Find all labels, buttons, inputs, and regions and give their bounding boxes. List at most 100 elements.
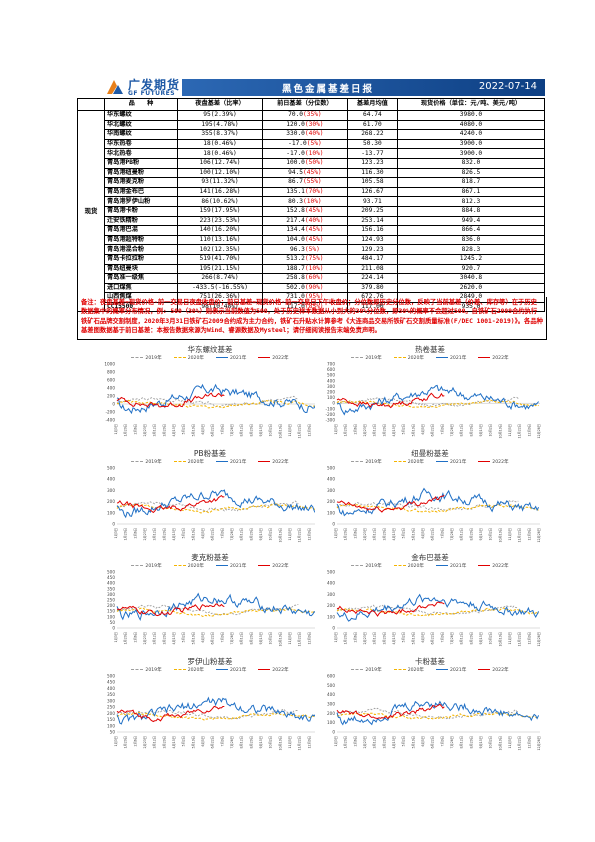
x-tick-label: 9月15日 <box>259 424 263 436</box>
legend-swatch <box>436 357 448 358</box>
y-tick-label: 0 <box>332 626 335 631</box>
chart-legend: 2019年 2020年 2021年 2022年 <box>315 459 545 465</box>
legend-item: 2021年 <box>436 356 466 361</box>
x-tick-label: 1月3日 <box>114 736 118 746</box>
basis-monthly-avg: 50.30 <box>346 138 398 150</box>
legend-label: 2019年 <box>365 668 382 673</box>
y-tick-label: 200 <box>107 603 115 608</box>
basis-monthly-avg: 61.70 <box>346 119 398 131</box>
table-body: 现货 华东螺纹 95(2.39%) 70.0(35%) 64.74 3980.0 华北螺纹 1… <box>77 109 546 313</box>
x-tick-label: 9月15日 <box>259 736 263 748</box>
spot-price: 866.4 <box>396 225 546 236</box>
variety-name: 迁安铁精粉 <box>104 215 178 227</box>
x-tick-label: 5月2日 <box>402 736 406 746</box>
x-tick-label: 5月19日 <box>191 736 195 748</box>
table-header-corner <box>77 98 105 111</box>
prev-basis: 96.3(5%) <box>262 244 348 255</box>
y-tick-label: 400 <box>107 386 115 391</box>
series-line <box>336 499 519 512</box>
spot-price: 4080.0 <box>396 119 546 131</box>
night-basis: 18(0.46%) <box>176 148 264 159</box>
y-tick-label: 250 <box>107 705 115 710</box>
x-tick-label: 2月23日 <box>363 528 367 540</box>
legend-label: 2020年 <box>407 460 424 465</box>
spot-price: 949.4 <box>396 215 546 227</box>
legend-item: 2021年 <box>216 460 246 465</box>
basis-monthly-avg: 484.17 <box>346 253 398 265</box>
variety-name: 青岛纽曼块 <box>104 263 178 275</box>
y-tick-label: 400 <box>107 581 115 586</box>
legend-swatch <box>351 669 364 670</box>
x-tick-label: 8月12日 <box>240 632 244 644</box>
legend-item: 2021年 <box>436 564 466 569</box>
series-line <box>336 601 445 617</box>
legend-label: 2020年 <box>407 668 424 673</box>
y-tick-label: 100 <box>107 723 115 728</box>
legend-item: 2022年 <box>258 564 289 569</box>
table-header-row: 品 种 夜盘基差（比率） 前日基差（分位数） 基差月均值 现货价格（单位：元/吨… <box>77 98 546 111</box>
series-line <box>336 607 539 617</box>
x-tick-label: 5月19日 <box>411 424 415 436</box>
percentile: (45%) <box>304 235 324 243</box>
x-tick-label: 3月12日 <box>373 632 377 644</box>
chart-title: 金布巴基差 <box>411 553 449 562</box>
x-tick-label: 2月23日 <box>363 736 367 748</box>
series-line <box>116 392 225 408</box>
y-tick-label: 400 <box>327 477 335 482</box>
x-tick-label: 7月26日 <box>230 528 234 540</box>
variety-name: 青岛港超特粉 <box>104 234 178 246</box>
y-tick-label: 100 <box>107 510 115 515</box>
x-tick-label: 5月2日 <box>182 424 186 434</box>
percentile: (45%) <box>304 207 324 215</box>
y-tick-label: -300 <box>325 418 335 423</box>
legend-label: 2022年 <box>272 356 289 361</box>
legend-item: 2022年 <box>478 460 509 465</box>
x-tick-label: 2月23日 <box>143 736 147 748</box>
prev-basis: -17.0(5%) <box>262 138 348 150</box>
table-row: 青岛港金布巴 141(16.28%) 135.1(70%) 126.67 867.1 <box>78 186 546 198</box>
spot-price: 884.8 <box>396 205 546 217</box>
legend-label: 2020年 <box>407 356 424 361</box>
x-tick-label: 3月12日 <box>373 424 377 436</box>
legend-swatch <box>131 461 144 462</box>
legend-label: 2021年 <box>450 460 467 465</box>
percentile: (30%) <box>304 120 324 128</box>
spot-price: 3980.0 <box>396 110 546 121</box>
percentile: (40%) <box>304 216 324 224</box>
table-row: 青岛港巴混 140(16.20%) 134.4(45%) 156.16 866.4 <box>78 225 546 236</box>
x-tick-label: 8月29日 <box>249 424 253 436</box>
table-header-night: 夜盘基差（比率） <box>176 98 264 111</box>
series-line <box>116 502 319 514</box>
legend-item: 2022年 <box>258 460 289 465</box>
night-basis: 98(10.48%) <box>176 301 264 313</box>
legend-swatch <box>478 669 491 670</box>
legend-swatch <box>131 565 144 566</box>
series-line <box>336 487 540 517</box>
basis-table: 品 种 夜盘基差（比率） 前日基差（分位数） 基差月均值 现货价格（单位：元/吨… <box>77 98 546 313</box>
x-tick-label: 7月9日 <box>220 528 224 538</box>
spot-price: 3900.0 <box>396 148 546 159</box>
spot-price: 812.3 <box>396 196 546 207</box>
percentile: (10%) <box>304 149 324 157</box>
legend-swatch <box>216 461 228 462</box>
chart-legend: 2019年 2020年 2021年 2022年 <box>315 667 545 673</box>
x-tick-label: 10月19日 <box>498 632 502 647</box>
x-tick-label: 10月19日 <box>278 736 282 751</box>
legend-item: 2019年 <box>131 668 162 673</box>
x-tick-label: 4月15日 <box>392 736 396 748</box>
legend-item: 2019年 <box>131 564 162 569</box>
y-tick-label: 800 <box>107 370 115 375</box>
basis-monthly-avg: 126.67 <box>346 186 398 198</box>
x-tick-label: 5月2日 <box>402 424 406 434</box>
legend-item: 2021年 <box>216 356 246 361</box>
y-tick-label: 0 <box>112 402 115 407</box>
x-tick-label: 10月2日 <box>269 528 273 540</box>
chart-title: 热卷基差 <box>415 345 445 354</box>
brand-name-cn: 广发期货 <box>128 78 181 92</box>
y-tick-label: 50 <box>110 730 116 735</box>
x-tick-label: 7月9日 <box>220 424 224 434</box>
spot-price: 920.7 <box>396 263 546 275</box>
x-tick-label: 3月29日 <box>162 528 166 540</box>
x-tick-label: 2月6日 <box>133 632 137 642</box>
x-tick-label: 10月19日 <box>278 424 282 439</box>
